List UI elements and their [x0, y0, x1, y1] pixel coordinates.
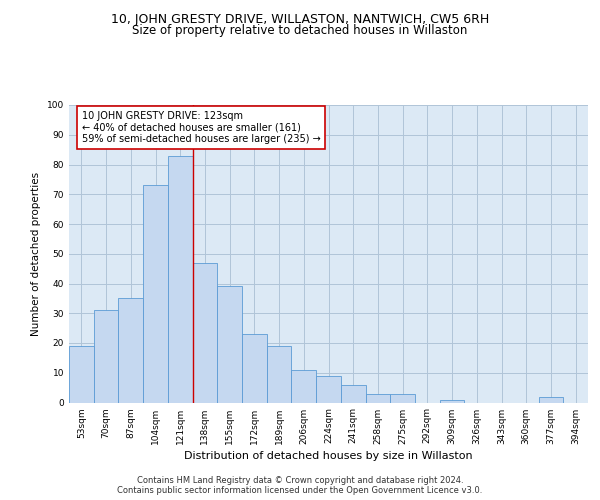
Bar	[193, 262, 217, 402]
Bar	[69, 346, 94, 403]
Bar	[316, 376, 341, 402]
Bar	[217, 286, 242, 403]
Bar	[341, 384, 365, 402]
Text: 10 JOHN GRESTY DRIVE: 123sqm
← 40% of detached houses are smaller (161)
59% of s: 10 JOHN GRESTY DRIVE: 123sqm ← 40% of de…	[82, 111, 320, 144]
Y-axis label: Number of detached properties: Number of detached properties	[31, 172, 41, 336]
Bar	[94, 310, 118, 402]
Text: 10, JOHN GRESTY DRIVE, WILLASTON, NANTWICH, CW5 6RH: 10, JOHN GRESTY DRIVE, WILLASTON, NANTWI…	[111, 12, 489, 26]
Bar	[118, 298, 143, 403]
Bar	[292, 370, 316, 402]
Bar	[539, 396, 563, 402]
Bar	[168, 156, 193, 402]
Bar	[267, 346, 292, 403]
X-axis label: Distribution of detached houses by size in Willaston: Distribution of detached houses by size …	[184, 450, 473, 460]
Bar	[242, 334, 267, 402]
Text: Contains HM Land Registry data © Crown copyright and database right 2024.
Contai: Contains HM Land Registry data © Crown c…	[118, 476, 482, 495]
Text: Size of property relative to detached houses in Willaston: Size of property relative to detached ho…	[133, 24, 467, 37]
Bar	[390, 394, 415, 402]
Bar	[143, 186, 168, 402]
Bar	[365, 394, 390, 402]
Bar	[440, 400, 464, 402]
